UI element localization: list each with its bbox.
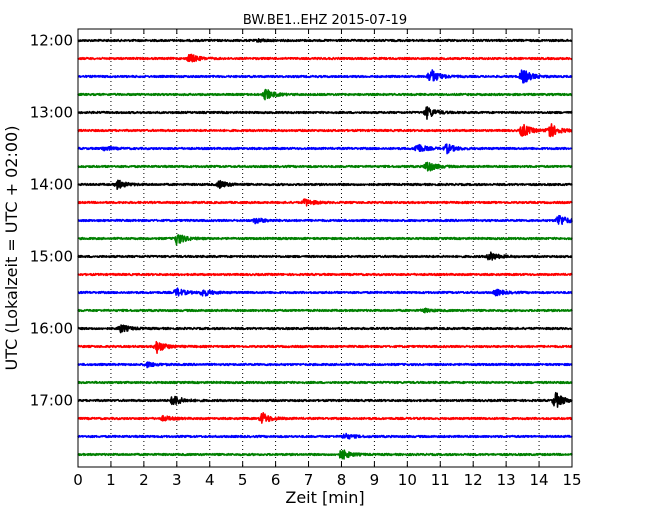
axes: 0 1 2 3 4 5 6 7 8 9 10 11 12 13 14 1512:0013:0014:0015:… <box>30 29 582 489</box>
trace-line <box>77 143 573 155</box>
trace-line <box>77 340 573 355</box>
trace-line <box>77 380 573 385</box>
trace-line <box>77 123 573 138</box>
x-tick-label: 11 <box>431 471 450 489</box>
trace-line <box>77 69 573 84</box>
trace-line <box>77 179 573 190</box>
x-tick-label: 6 <box>271 471 281 489</box>
trace-line <box>77 214 573 225</box>
seismogram-traces <box>77 38 573 460</box>
x-tick-label: 14 <box>530 471 549 489</box>
y-tick-label: 12:00 <box>30 32 73 50</box>
trace-line <box>77 272 573 277</box>
trace-line <box>77 38 573 43</box>
x-tick-label: 8 <box>337 471 347 489</box>
x-tick-label: 4 <box>205 471 215 489</box>
trace-line <box>77 161 573 172</box>
x-tick-label: 9 <box>370 471 380 489</box>
y-tick-label: 13:00 <box>30 104 73 122</box>
chart-title: BW.BE1..EHZ 2015-07-19 <box>243 13 407 28</box>
trace-line <box>77 53 573 63</box>
trace-line <box>77 234 573 246</box>
trace-line <box>77 361 573 369</box>
y-tick-label: 17:00 <box>30 392 73 410</box>
x-tick-label: 12 <box>464 471 483 489</box>
trace-line <box>77 198 573 207</box>
y-tick-label: 15:00 <box>30 248 73 266</box>
trace-line <box>77 287 573 297</box>
x-tick-label: 13 <box>497 471 516 489</box>
x-tick-label: 15 <box>562 471 581 489</box>
trace-line <box>77 106 573 120</box>
x-tick-label: 0 <box>73 471 83 489</box>
x-tick-label: 3 <box>172 471 182 489</box>
x-axis-label: Zeit [min] <box>285 488 364 507</box>
trace-line <box>77 412 573 424</box>
x-tick-label: 1 <box>106 471 116 489</box>
trace-line <box>77 449 573 460</box>
x-tick-label: 7 <box>304 471 314 489</box>
trace-line <box>77 391 573 408</box>
plot-area-frame <box>77 28 573 468</box>
y-tick-label: 16:00 <box>30 320 73 338</box>
y-axis-label: UTC (Lokalzeit = UTC + 02:00) <box>2 126 21 371</box>
y-tick-label: 14:00 <box>30 176 73 194</box>
trace-line <box>77 251 573 261</box>
trace-line <box>77 432 573 440</box>
x-tick-label: 2 <box>139 471 149 489</box>
x-tick-label: 10 <box>398 471 417 489</box>
trace-line <box>77 324 573 334</box>
trace-line <box>77 88 573 101</box>
trace-line <box>77 307 573 314</box>
x-tick-label: 5 <box>238 471 248 489</box>
